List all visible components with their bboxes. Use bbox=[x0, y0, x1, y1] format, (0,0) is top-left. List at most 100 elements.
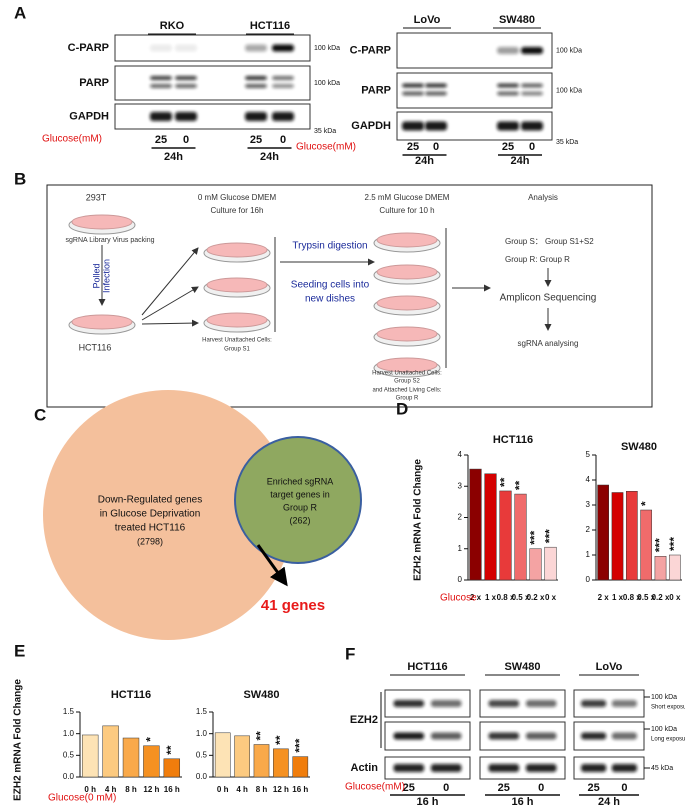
cell-line-label: LoVo bbox=[414, 14, 441, 26]
blot-band bbox=[402, 91, 424, 96]
x-tick-label: 0 x bbox=[545, 593, 557, 602]
lane-label: 0 bbox=[529, 141, 535, 153]
dish-medium bbox=[206, 242, 268, 258]
x-tick-label: 8 h bbox=[125, 785, 137, 794]
panel-letter: E bbox=[14, 641, 25, 660]
cell-line-label: SW480 bbox=[499, 14, 535, 26]
harvest-label: Group S2 bbox=[394, 379, 420, 385]
venn-label: (2798) bbox=[137, 536, 163, 546]
bar bbox=[654, 556, 667, 581]
y-axis-label: EZH2 mRNA Fold Change bbox=[13, 679, 24, 801]
chart-title: SW480 bbox=[621, 441, 657, 453]
blot-band bbox=[425, 91, 447, 96]
dish-medium bbox=[71, 314, 133, 330]
cell-line-label: LoVo bbox=[596, 661, 623, 673]
blot-band bbox=[430, 700, 462, 707]
condition-label: Glucose(mM) bbox=[296, 142, 356, 153]
x-tick-label: 4 h bbox=[105, 785, 117, 794]
blot-band bbox=[245, 76, 267, 80]
y-tick-label: 0 bbox=[586, 575, 591, 584]
blot-row bbox=[384, 756, 471, 780]
lane-label: 25 bbox=[250, 134, 262, 146]
x-tick-label: 0.2 x bbox=[527, 593, 545, 602]
blot-row bbox=[396, 72, 553, 109]
bar bbox=[292, 756, 309, 778]
blot-band bbox=[272, 112, 294, 121]
arrow bbox=[141, 247, 199, 316]
blot-band bbox=[497, 83, 519, 88]
y-tick-label: 3 bbox=[586, 500, 591, 509]
step-label: new dishes bbox=[305, 294, 355, 305]
lane-label: 0 bbox=[433, 141, 439, 153]
bar bbox=[102, 725, 119, 778]
blot-band bbox=[402, 121, 424, 131]
bar bbox=[273, 748, 289, 778]
bar bbox=[122, 737, 140, 778]
blot-band bbox=[521, 83, 543, 88]
blot-band bbox=[581, 732, 607, 740]
significance: ** bbox=[513, 480, 527, 490]
bar bbox=[544, 546, 557, 581]
lane-label: 25 bbox=[403, 782, 415, 794]
blot-band bbox=[521, 47, 543, 54]
x-tick-label: 0.8 x bbox=[623, 593, 641, 602]
infection-label: Polled bbox=[91, 263, 101, 288]
lane-label: 0 bbox=[538, 782, 544, 794]
y-axis-label: EZH2 mRNA Fold Change bbox=[413, 459, 424, 581]
scheme-box bbox=[46, 184, 653, 408]
blot-band bbox=[393, 764, 425, 772]
y-tick-label: 0.0 bbox=[196, 772, 208, 781]
blot-band bbox=[425, 121, 447, 131]
panel-letter: D bbox=[396, 399, 408, 418]
x-tick-label: 16 h bbox=[292, 785, 308, 794]
blot-band bbox=[430, 764, 462, 772]
blot-band bbox=[581, 764, 607, 772]
harvest-label: Group S1 bbox=[224, 347, 250, 353]
group-label: Group S： Group S1+S2 bbox=[505, 237, 594, 246]
blot-band bbox=[521, 91, 543, 96]
blot-band bbox=[175, 76, 197, 80]
marker-label: 35 kDa bbox=[556, 139, 578, 146]
blot-band bbox=[611, 764, 637, 772]
blot-row bbox=[114, 65, 311, 101]
significance: ** bbox=[273, 735, 287, 745]
marker-label: 35 kDa bbox=[314, 128, 336, 135]
row-label: GAPDH bbox=[351, 120, 391, 132]
bar bbox=[514, 493, 527, 581]
condition-label: Glucose(mM) bbox=[42, 134, 102, 145]
condition-label: Glucose(mM) bbox=[345, 782, 405, 793]
blot-band bbox=[497, 91, 519, 96]
venn-label: target genes in bbox=[270, 489, 330, 499]
step-label: sgRNA analysing bbox=[518, 339, 579, 348]
arrow bbox=[141, 319, 199, 327]
blot-band bbox=[521, 121, 543, 131]
lane-label: 0 bbox=[183, 134, 189, 146]
lane-label: 25 bbox=[502, 141, 514, 153]
blot-band bbox=[150, 44, 172, 52]
dish-medium bbox=[376, 295, 438, 311]
x-tick-label: 0 x bbox=[669, 593, 681, 602]
y-tick-label: 0.5 bbox=[196, 750, 208, 759]
cell-line-label: HCT116 bbox=[250, 20, 290, 32]
arrow bbox=[256, 544, 288, 587]
panel-letter: A bbox=[14, 3, 26, 22]
time-label: 24h bbox=[260, 151, 279, 163]
panel-letter: F bbox=[345, 644, 355, 663]
cell-label: HCT116 bbox=[79, 342, 112, 352]
step-label: Analysis bbox=[528, 193, 558, 202]
dish-medium bbox=[376, 264, 438, 280]
bar bbox=[234, 735, 250, 778]
x-tick-label: 4 h bbox=[236, 785, 248, 794]
significance: *** bbox=[667, 537, 681, 551]
blot-band bbox=[245, 112, 267, 121]
bar bbox=[484, 473, 497, 581]
time-label: 24h bbox=[511, 155, 530, 167]
y-tick-label: 0.5 bbox=[63, 750, 75, 759]
y-tick-label: 1.0 bbox=[63, 729, 75, 738]
row-label: C-PARP bbox=[350, 44, 391, 56]
venn-label: (262) bbox=[289, 515, 310, 525]
bar bbox=[499, 490, 512, 581]
cell-line-label: HCT116 bbox=[407, 661, 447, 673]
step-label: Trypsin digestion bbox=[292, 241, 367, 252]
